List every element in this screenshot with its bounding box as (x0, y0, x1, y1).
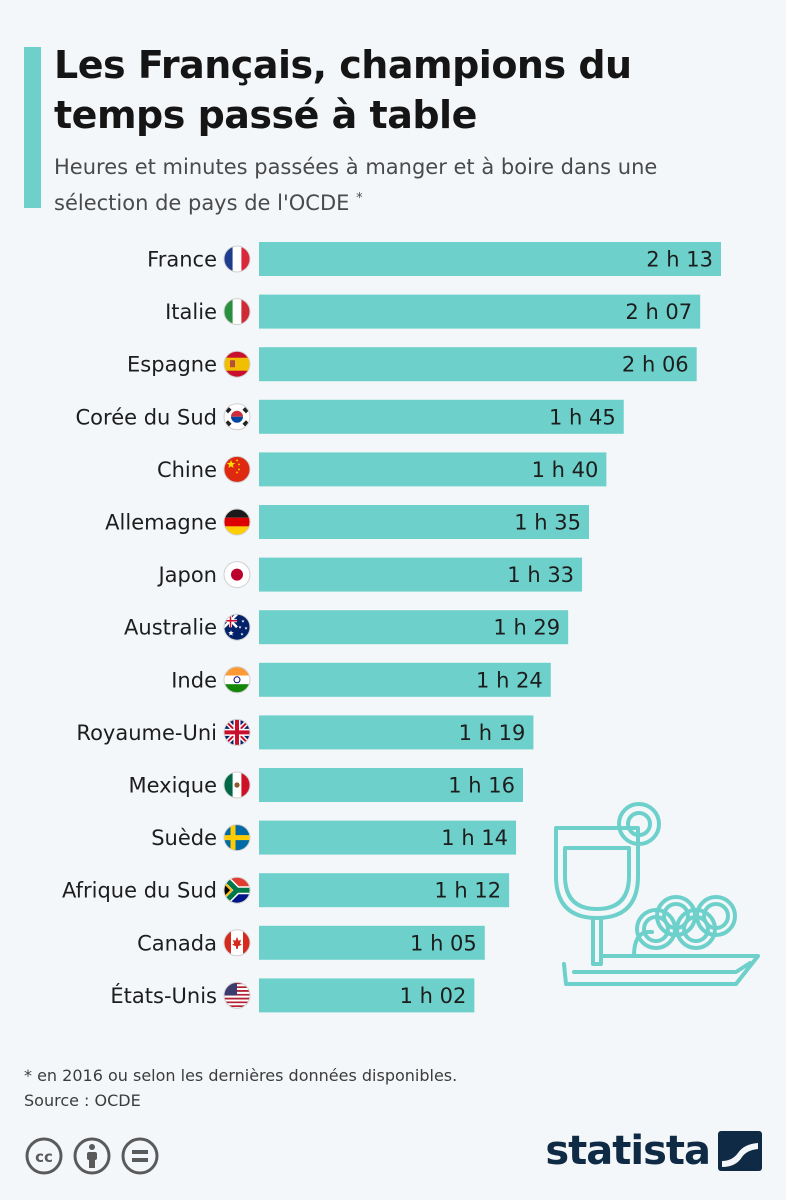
data-label-9: 1 h 19 (459, 721, 526, 745)
brand-name: statista (545, 1128, 711, 1174)
bar-0 (259, 242, 721, 276)
by-attribution-icon (73, 1137, 111, 1175)
category-label-3: Corée du Sud (76, 405, 217, 429)
footnote-note: * en 2016 ou selon les dernières données… (24, 1066, 458, 1085)
data-label-6: 1 h 33 (507, 563, 574, 587)
bar-1 (259, 294, 701, 329)
flag-india-icon (223, 666, 251, 694)
flag-spain-icon (223, 350, 251, 378)
data-label-13: 1 h 05 (410, 931, 477, 955)
flag-sweden-icon (223, 824, 251, 852)
category-label-2: Espagne (127, 353, 217, 377)
category-label-10: Mexique (129, 774, 218, 798)
data-label-14: 1 h 02 (400, 984, 467, 1008)
data-label-5: 1 h 35 (514, 511, 581, 535)
flag-france-icon (223, 245, 251, 273)
data-label-8: 1 h 24 (476, 668, 543, 692)
no-derivatives-icon (121, 1137, 159, 1175)
data-label-7: 1 h 29 (493, 616, 560, 640)
category-label-13: Canada (137, 931, 217, 955)
data-label-3: 1 h 45 (549, 405, 616, 429)
subtitle-text: Heures et minutes passées à manger et à … (54, 155, 658, 215)
flag-uk-icon (223, 718, 251, 746)
category-label-9: Royaume-Uni (76, 721, 217, 745)
bar-13 (259, 925, 485, 960)
category-label-5: Allemagne (105, 511, 217, 535)
bar-2 (259, 347, 697, 382)
data-label-10: 1 h 16 (448, 774, 515, 798)
bar-chart: 2 h 13 France 2 h 07 Italie 2 h 06 Espagne 1 h… (62, 242, 721, 1013)
category-label-1: Italie (165, 300, 217, 324)
flag-south-africa-icon (223, 876, 251, 904)
bar-3 (259, 399, 624, 434)
bar-6 (259, 557, 583, 592)
data-label-2: 2 h 06 (622, 353, 689, 377)
bar-9 (259, 715, 534, 750)
svg-text:cc: cc (35, 1148, 53, 1166)
bar-12 (259, 873, 510, 908)
flag-canada-icon (223, 929, 251, 957)
flag-australia-icon (223, 613, 251, 641)
category-label-14: États-Unis (110, 983, 217, 1008)
flag-china-icon (223, 455, 251, 483)
category-label-6: Japon (156, 563, 217, 587)
bar-10 (259, 768, 523, 802)
subtitle-footnote-mark: * (356, 191, 363, 206)
category-label-8: Inde (171, 668, 217, 692)
source-note: Source : OCDE (24, 1091, 141, 1110)
bar-14 (259, 978, 475, 1013)
category-label-0: France (147, 248, 217, 272)
bar-11 (259, 820, 517, 855)
chart-title: Les Français, champions du temps passé à… (54, 43, 632, 137)
data-label-0: 2 h 13 (646, 248, 713, 272)
bar-8 (259, 662, 551, 697)
flag-mexico-icon (223, 771, 251, 799)
title-accent-bar (24, 47, 41, 208)
bar-7 (259, 610, 569, 645)
data-label-4: 1 h 40 (532, 458, 599, 482)
bar-5 (259, 505, 589, 539)
footnote-block: * en 2016 ou selon les dernières données… (24, 1063, 457, 1113)
flag-italy-icon (223, 298, 251, 326)
data-label-12: 1 h 12 (434, 879, 501, 903)
data-label-1: 2 h 07 (625, 300, 692, 324)
statista-logo: statista (545, 1128, 762, 1174)
statista-mark-icon (718, 1131, 762, 1171)
chart-subtitle: Heures et minutes passées à manger et à … (54, 152, 754, 219)
wine-and-food-illustration-icon (554, 802, 760, 986)
category-label-7: Australie (124, 616, 217, 640)
flag-usa-icon (223, 981, 251, 1009)
category-label-11: Suède (151, 826, 217, 850)
cc-icon: cc (25, 1137, 63, 1175)
bar-4 (259, 452, 607, 487)
flag-south-korea-icon (223, 403, 251, 431)
flag-germany-icon (223, 508, 251, 536)
category-label-4: Chine (157, 458, 217, 482)
category-label-12: Afrique du Sud (62, 879, 217, 903)
license-icons: cc (24, 1136, 164, 1176)
data-label-11: 1 h 14 (441, 826, 508, 850)
flag-japan-icon (223, 561, 251, 589)
